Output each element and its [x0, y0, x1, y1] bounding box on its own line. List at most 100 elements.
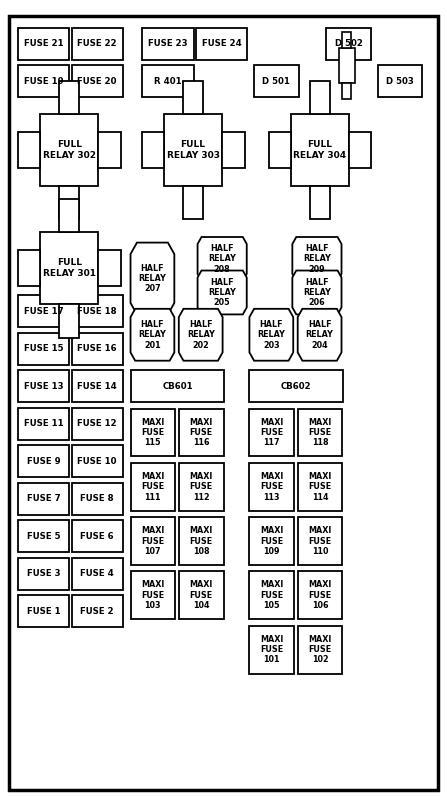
- Polygon shape: [198, 271, 247, 314]
- Text: FUSE 9: FUSE 9: [27, 456, 60, 466]
- Bar: [131, 571, 175, 619]
- Bar: [142, 28, 194, 60]
- Bar: [59, 81, 80, 114]
- Text: MAXI
FUSE
102: MAXI FUSE 102: [308, 634, 332, 665]
- Text: HALF
RELAY
208: HALF RELAY 208: [208, 244, 236, 274]
- Bar: [18, 295, 69, 327]
- Text: MAXI
FUSE
103: MAXI FUSE 103: [141, 580, 164, 610]
- Bar: [59, 186, 80, 219]
- Bar: [131, 517, 175, 565]
- Text: HALF
RELAY
204: HALF RELAY 204: [306, 320, 333, 350]
- Bar: [18, 65, 69, 97]
- Text: HALF
RELAY
209: HALF RELAY 209: [303, 244, 331, 274]
- Bar: [183, 186, 203, 219]
- Text: R 401: R 401: [154, 77, 181, 86]
- Bar: [131, 370, 224, 402]
- Text: MAXI
FUSE
117: MAXI FUSE 117: [260, 417, 283, 448]
- Text: D 502: D 502: [335, 39, 363, 49]
- Bar: [18, 445, 69, 477]
- Text: MAXI
FUSE
109: MAXI FUSE 109: [260, 526, 283, 556]
- Text: MAXI
FUSE
116: MAXI FUSE 116: [190, 417, 213, 448]
- Text: HALF
RELAY
201: HALF RELAY 201: [139, 320, 166, 350]
- Bar: [72, 445, 123, 477]
- Text: FUSE 5: FUSE 5: [27, 531, 60, 541]
- Text: D 501: D 501: [262, 77, 290, 86]
- Text: FUSE 21: FUSE 21: [24, 39, 63, 49]
- Text: MAXI
FUSE
111: MAXI FUSE 111: [141, 472, 164, 502]
- Text: FUSE 8: FUSE 8: [80, 494, 114, 504]
- Text: MAXI
FUSE
105: MAXI FUSE 105: [260, 580, 283, 610]
- Text: D 503: D 503: [386, 77, 414, 86]
- Text: FUSE 20: FUSE 20: [77, 77, 117, 86]
- Bar: [249, 517, 294, 565]
- Bar: [378, 65, 422, 97]
- Text: MAXI
FUSE
108: MAXI FUSE 108: [190, 526, 213, 556]
- Bar: [164, 114, 222, 186]
- Text: MAXI
FUSE
110: MAXI FUSE 110: [308, 526, 332, 556]
- Bar: [131, 463, 175, 511]
- Bar: [342, 83, 351, 100]
- Polygon shape: [298, 309, 342, 361]
- Bar: [298, 409, 342, 456]
- Text: FULL
RELAY 304: FULL RELAY 304: [294, 140, 346, 160]
- Bar: [72, 595, 123, 627]
- Bar: [342, 32, 351, 48]
- Text: CB602: CB602: [281, 381, 312, 391]
- Bar: [59, 304, 80, 338]
- Bar: [72, 28, 123, 60]
- Text: MAXI
FUSE
107: MAXI FUSE 107: [141, 526, 164, 556]
- Bar: [249, 409, 294, 456]
- Bar: [18, 408, 69, 440]
- Text: CB601: CB601: [162, 381, 193, 391]
- Bar: [291, 114, 349, 186]
- Bar: [72, 370, 123, 402]
- Bar: [40, 114, 98, 186]
- Bar: [349, 132, 371, 168]
- Text: FUSE 4: FUSE 4: [80, 569, 114, 579]
- Bar: [179, 571, 224, 619]
- Bar: [298, 517, 342, 565]
- Text: FUSE 23: FUSE 23: [148, 39, 188, 49]
- Text: FUSE 7: FUSE 7: [27, 494, 60, 504]
- Bar: [249, 370, 343, 402]
- Bar: [179, 517, 224, 565]
- Bar: [249, 463, 294, 511]
- Bar: [269, 132, 291, 168]
- Bar: [18, 558, 69, 590]
- Bar: [131, 409, 175, 456]
- Bar: [72, 558, 123, 590]
- Bar: [196, 28, 247, 60]
- Bar: [338, 48, 355, 83]
- Bar: [142, 132, 164, 168]
- Polygon shape: [292, 237, 342, 281]
- Bar: [72, 483, 123, 515]
- Bar: [326, 28, 371, 60]
- Bar: [298, 571, 342, 619]
- Text: FUSE 1: FUSE 1: [27, 606, 60, 616]
- Text: FUSE 17: FUSE 17: [24, 306, 63, 316]
- Text: FUSE 10: FUSE 10: [77, 456, 117, 466]
- Bar: [40, 232, 98, 304]
- Bar: [98, 250, 121, 286]
- Text: FUSE 6: FUSE 6: [80, 531, 114, 541]
- Bar: [18, 250, 40, 286]
- Text: FULL
RELAY 302: FULL RELAY 302: [43, 140, 96, 160]
- Bar: [72, 408, 123, 440]
- Bar: [18, 28, 69, 60]
- Bar: [222, 132, 245, 168]
- Bar: [72, 295, 123, 327]
- Polygon shape: [131, 309, 174, 361]
- Bar: [18, 595, 69, 627]
- Bar: [18, 132, 40, 168]
- Bar: [18, 520, 69, 552]
- Text: FUSE 18: FUSE 18: [77, 306, 117, 316]
- Bar: [249, 626, 294, 674]
- Bar: [310, 81, 330, 114]
- Bar: [183, 81, 203, 114]
- Text: MAXI
FUSE
113: MAXI FUSE 113: [260, 472, 283, 502]
- Bar: [59, 199, 80, 232]
- Text: FUSE 15: FUSE 15: [24, 344, 63, 354]
- Text: MAXI
FUSE
101: MAXI FUSE 101: [260, 634, 283, 665]
- Text: FUSE 13: FUSE 13: [24, 381, 63, 391]
- Text: FUSE 16: FUSE 16: [77, 344, 117, 354]
